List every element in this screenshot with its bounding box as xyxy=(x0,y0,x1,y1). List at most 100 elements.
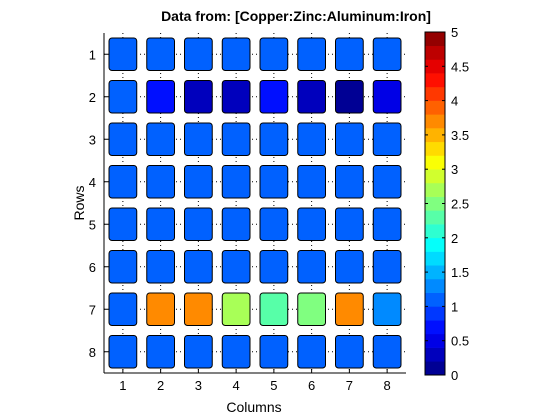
colorbar-band xyxy=(425,292,445,307)
y-tick-label: 3 xyxy=(89,132,96,147)
heatmap-cell xyxy=(259,292,289,326)
heatmap-cell xyxy=(297,122,326,156)
heatmap-cell xyxy=(259,250,289,284)
heatmap-cell xyxy=(184,207,213,241)
y-tick-label: 2 xyxy=(89,90,96,105)
colorbar: 0 0.5 1 1.5 2 2.5 3 3.5 4 4.5 5 xyxy=(424,25,469,383)
heatmap-cell xyxy=(335,122,364,156)
heatmap-cell xyxy=(108,335,138,369)
colorbar-band xyxy=(425,73,445,88)
heatmap-cell xyxy=(146,292,175,326)
heatmap-cell xyxy=(372,207,402,241)
heatmap-cell xyxy=(259,335,289,369)
heatmap-cell xyxy=(259,80,289,114)
heatmap-cell xyxy=(372,37,402,71)
x-tick-label: 2 xyxy=(157,378,164,393)
colorbar-band xyxy=(425,59,445,74)
x-tick-label: 4 xyxy=(233,378,240,393)
colorbar-band xyxy=(425,86,445,101)
plot-area: 1 2 3 4 5 6 7 8 1 2 3 4 5 6 7 8 xyxy=(89,33,406,393)
heatmap-cell xyxy=(146,207,175,241)
heatmap-cell xyxy=(108,292,138,326)
colorbar-tick-label: 0.5 xyxy=(451,334,469,349)
heatmap-cell xyxy=(297,165,326,199)
chart-title: Data from: [Copper:Zinc:Aluminum:Iron] xyxy=(161,8,431,24)
heatmap-cell xyxy=(108,37,138,71)
y-tick-label: 1 xyxy=(89,47,96,62)
colorbar-tick-label: 1.5 xyxy=(451,265,469,280)
heatmap-cell xyxy=(108,80,138,114)
heatmap-cell xyxy=(259,165,289,199)
y-tick-label: 4 xyxy=(89,175,96,190)
colorbar-band xyxy=(425,45,445,60)
colorbar-band xyxy=(425,210,445,225)
y-axis-label: Rows xyxy=(71,185,87,220)
heatmap-cell xyxy=(221,335,251,369)
heatmap-cell xyxy=(259,122,289,156)
heatmap-cell xyxy=(146,250,175,284)
colorbar-band xyxy=(425,320,445,335)
heatmap-cell xyxy=(335,165,364,199)
heatmap-cell xyxy=(146,80,175,114)
colorbar-tick-label: 2 xyxy=(451,231,458,246)
colorbar-band xyxy=(425,182,445,197)
heatmap-cell xyxy=(184,80,213,114)
heatmap-cell xyxy=(297,37,326,71)
heatmap-cell xyxy=(335,250,364,284)
colorbar-band xyxy=(425,100,445,115)
heatmap-cell xyxy=(335,292,364,326)
x-axis-label: Columns xyxy=(226,399,281,415)
y-tick-label: 6 xyxy=(89,260,96,275)
colorbar-band xyxy=(425,32,445,47)
y-tick-label: 5 xyxy=(89,217,96,232)
colorbar-tick-label: 3.5 xyxy=(451,128,469,143)
heatmap-cell xyxy=(221,250,251,284)
colorbar-band xyxy=(425,114,445,129)
heatmap-cell xyxy=(221,37,251,71)
heatmap-cell xyxy=(146,37,175,71)
heatmap-cell xyxy=(184,37,213,71)
heatmap-cell xyxy=(184,165,213,199)
heatmap-cell xyxy=(146,122,175,156)
heatmap-cell xyxy=(297,207,326,241)
colorbar-band xyxy=(425,333,445,348)
x-tick-label: 1 xyxy=(119,378,126,393)
heatmap-cell xyxy=(146,165,175,199)
heatmap-cell xyxy=(108,122,138,156)
heatmap-cell xyxy=(259,207,289,241)
colorbar-tick-label: 4.5 xyxy=(451,59,469,74)
x-tick-label: 8 xyxy=(384,378,391,393)
heatmap-cell xyxy=(184,335,213,369)
colorbar-band xyxy=(425,169,445,184)
colorbar-tick-label: 1 xyxy=(451,299,458,314)
heatmap-cell xyxy=(221,165,251,199)
heatmap-cell xyxy=(184,250,213,284)
colorbar-tick-label: 0 xyxy=(451,368,458,383)
colorbar-tick-label: 5 xyxy=(451,25,458,40)
heatmap-cell xyxy=(372,165,402,199)
heatmap-cell xyxy=(221,80,251,114)
heatmap-cell xyxy=(108,165,138,199)
heatmap-cell xyxy=(108,250,138,284)
heatmap-cell xyxy=(297,292,326,326)
heatmap-cell xyxy=(221,207,251,241)
heatmap-cell xyxy=(372,292,402,326)
colorbar-tick-label: 4 xyxy=(451,94,458,109)
heatmap-cell xyxy=(335,207,364,241)
heatmap-cell xyxy=(335,37,364,71)
heatmap-cell xyxy=(221,122,251,156)
heatmap-cell xyxy=(184,122,213,156)
heatmap-cell xyxy=(335,80,364,114)
colorbar-band xyxy=(425,251,445,266)
heatmap-cell xyxy=(372,122,402,156)
colorbar-band xyxy=(425,265,445,280)
x-tick-label: 5 xyxy=(270,378,277,393)
colorbar-tick-label: 3 xyxy=(451,162,458,177)
heatmap-cell xyxy=(146,335,175,369)
heatmap-cell xyxy=(221,292,251,326)
heatmap-cell xyxy=(372,250,402,284)
x-tick-label: 7 xyxy=(346,378,353,393)
heatmap-cell xyxy=(259,37,289,71)
x-tick-label: 6 xyxy=(308,378,315,393)
heatmap-cell xyxy=(108,207,138,241)
